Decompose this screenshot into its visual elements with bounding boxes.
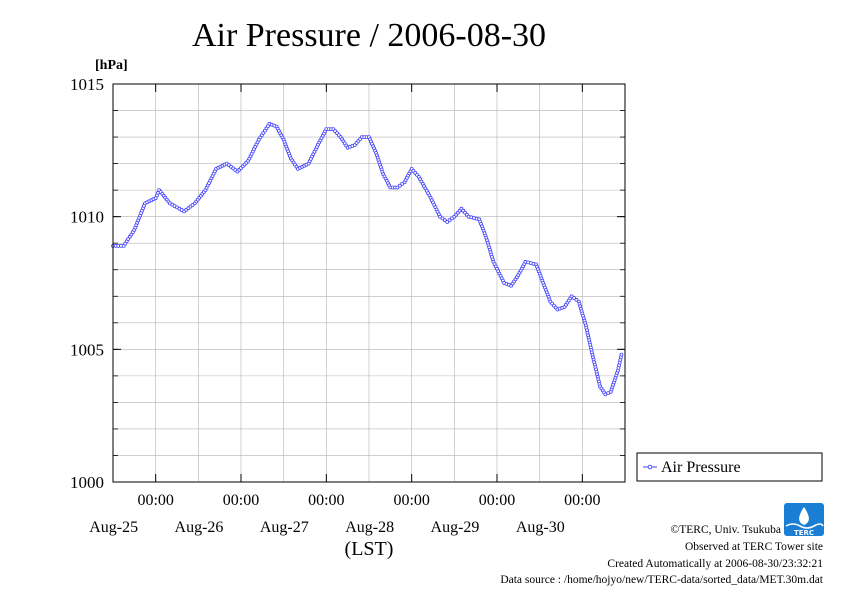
x-tick-date-label: Aug-29 [431, 519, 480, 536]
x-tick-date-label: Aug-26 [175, 519, 224, 536]
legend-label: Air Pressure [661, 459, 741, 476]
y-tick-labels: 1000 1005 1010 1015 [70, 75, 625, 492]
x-tick-time-label: 00:00 [479, 492, 515, 509]
data-point [440, 216, 445, 221]
credit-source: Data source : /home/hojyo/new/TERC-data/… [500, 574, 823, 586]
x-tick-time-label: 00:00 [564, 492, 600, 509]
credit-copyright: ©TERC, Univ. Tsukuba [671, 524, 781, 536]
legend-box [636, 452, 823, 482]
x-axis-label: (LST) [345, 538, 394, 560]
x-tick-date-label: Aug-28 [345, 519, 394, 536]
x-tick-time-label: 00:00 [308, 492, 344, 509]
data-point [400, 181, 405, 186]
x-tick-date-label: Aug-27 [260, 519, 309, 536]
x-tick-time-label: 00:00 [137, 492, 173, 509]
chart-title: Air Pressure / 2006-08-30 [192, 17, 546, 54]
series-air-pressure [111, 121, 624, 397]
y-axis-unit: [hPa] [95, 58, 128, 73]
x-tick-labels: 00:00Aug-2500:00Aug-2600:00Aug-2700:00Au… [89, 84, 601, 536]
terc-logo: TERC [784, 503, 824, 537]
credit-created: Created Automatically at 2006-08-30/23:3… [607, 558, 823, 570]
series-line [113, 123, 622, 395]
y-tick-label: 1000 [70, 473, 104, 492]
data-point [438, 214, 443, 219]
legend-point-marker [647, 464, 653, 470]
wave-icon [785, 523, 824, 529]
data-point [572, 296, 576, 300]
y-tick-label: 1005 [70, 340, 104, 359]
data-point [447, 218, 452, 223]
plot-frame [112, 83, 626, 483]
legend: Air Pressure [636, 452, 823, 482]
x-tick-time-label: 00:00 [393, 492, 429, 509]
data-point [395, 185, 400, 190]
data-point [445, 220, 450, 224]
y-tick-label: 1010 [70, 208, 104, 227]
x-tick-date-label: Aug-30 [516, 519, 565, 536]
data-point [574, 297, 579, 302]
data-point [619, 352, 624, 357]
credits: ©TERC, Univ. Tsukuba Observed at TERC To… [500, 524, 823, 586]
grid [113, 84, 625, 482]
y-tick-label: 1015 [70, 75, 104, 94]
logo-text: TERC [794, 529, 814, 537]
x-tick-date-label: Aug-25 [89, 519, 138, 536]
x-tick-time-label: 00:00 [223, 492, 259, 509]
data-point [397, 183, 402, 188]
credit-site: Observed at TERC Tower site [685, 541, 823, 553]
drop-icon [799, 507, 809, 525]
